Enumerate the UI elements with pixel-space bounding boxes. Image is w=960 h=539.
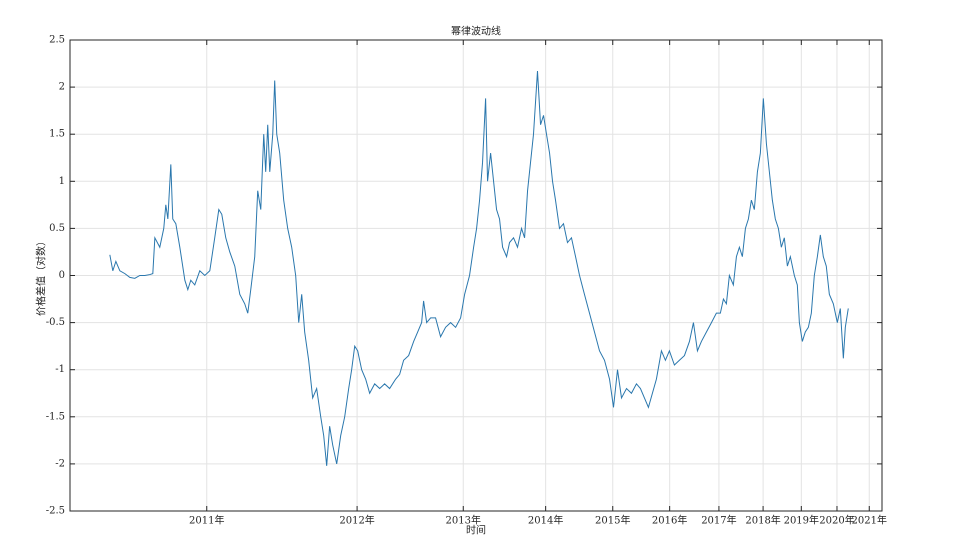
y-tick-label: 0 (59, 270, 65, 281)
y-tick-label: -2 (55, 458, 65, 469)
x-tick-label: 2018年 (745, 514, 780, 527)
y-tick-label: 2 (59, 82, 65, 93)
x-tick-label: 2019年 (784, 514, 819, 527)
x-tick-label: 2013年 (446, 514, 481, 527)
chart-title: 幂律波动线 (451, 25, 501, 38)
x-tick-label: 2012年 (339, 514, 374, 527)
x-tick-label: 2015年 (595, 514, 630, 527)
x-axis-label: 时间 (466, 524, 486, 537)
x-tick-label: 2020年 (819, 514, 854, 527)
x-tick-label: 2014年 (528, 514, 563, 527)
x-tick-label: 2017年 (701, 514, 736, 527)
y-tick-label: 1 (59, 176, 65, 187)
y-tick-label: -2.5 (46, 506, 65, 517)
y-tick-label: 1.5 (49, 129, 65, 140)
y-tick-label: -0.5 (46, 317, 65, 328)
x-tick-label: 2011年 (189, 514, 224, 527)
y-tick-label: -1 (55, 364, 65, 375)
y-tick-label: 2.5 (49, 35, 65, 46)
plot-frame (69, 39, 883, 512)
x-tick-label: 2016年 (652, 514, 687, 527)
x-tick-label: 2021年 (852, 514, 887, 527)
y-axis-label: 价格差值（对数） (35, 236, 48, 316)
y-tick-label: 0.5 (49, 223, 65, 234)
y-tick-label: -1.5 (46, 411, 65, 422)
line-series (109, 71, 849, 466)
